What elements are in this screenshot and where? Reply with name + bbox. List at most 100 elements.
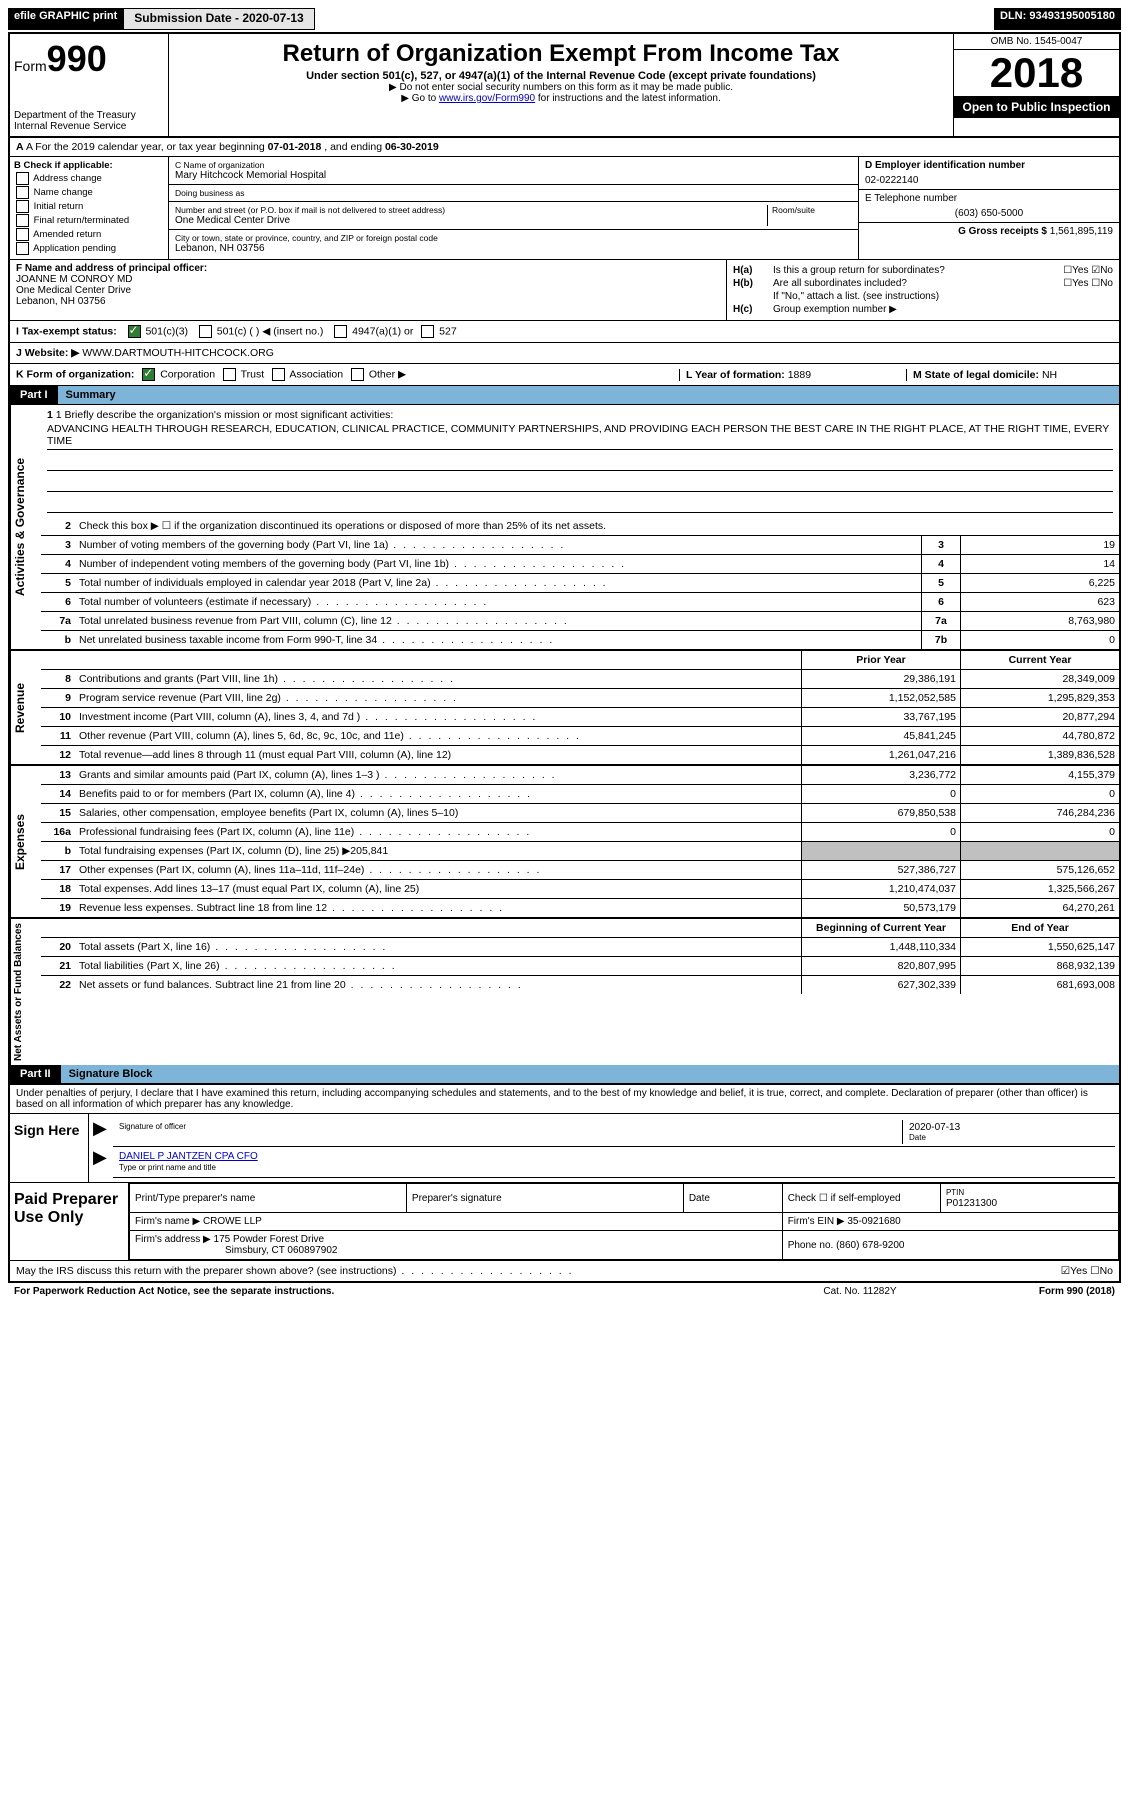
sign-here-label: Sign Here (10, 1114, 89, 1182)
cell-address: Number and street (or P.O. box if mail i… (169, 202, 858, 230)
col-c-org-info: C Name of organization Mary Hitchcock Me… (169, 157, 858, 259)
side-netassets: Net Assets or Fund Balances (10, 919, 41, 1065)
ha-question: Is this a group return for subordinates? (773, 265, 1013, 276)
cell-gross: G Gross receipts $ 1,561,895,119 (859, 223, 1119, 240)
p10: 33,767,195 (802, 708, 961, 727)
top-bar: efile GRAPHIC print Submission Date - 20… (8, 8, 1121, 30)
opt-trust: Trust (241, 368, 265, 380)
tel-value: (603) 650-5000 (865, 208, 1113, 219)
c8: 28,349,009 (961, 670, 1120, 689)
form-word: Form (14, 58, 47, 74)
p15: 679,850,538 (802, 804, 961, 823)
hb-label: H(b) (733, 278, 773, 289)
cell-dba: Doing business as (169, 185, 858, 202)
firm-addr2: Simsbury, CT 060897902 (225, 1245, 337, 1256)
hb-question: Are all subordinates included? (773, 278, 1013, 289)
irs-discuss-row: May the IRS discuss this return with the… (10, 1260, 1119, 1281)
mission-label: 1 Briefly describe the organization's mi… (56, 409, 394, 421)
hdr-current: Current Year (961, 651, 1120, 670)
cb-address-change[interactable]: Address change (14, 172, 164, 185)
row-j-website: J Website: ▶ WWW.DARTMOUTH-HITCHCOCK.ORG (10, 343, 1119, 364)
officer-label: F Name and address of principal officer: (16, 263, 207, 274)
dln-label: DLN: 93493195005180 (994, 8, 1121, 30)
irs-link[interactable]: www.irs.gov/Form990 (439, 93, 535, 104)
sig-date: 2020-07-13 (909, 1122, 1109, 1133)
ein-label: D Employer identification number (865, 160, 1025, 171)
h-c-row: H(c) Group exemption number ▶ (733, 304, 1113, 315)
cb-name-change[interactable]: Name change (14, 186, 164, 199)
header-right: OMB No. 1545-0047 2018 Open to Public In… (953, 34, 1119, 136)
cb-corporation[interactable] (142, 368, 155, 381)
h-b-row: H(b) Are all subordinates included? ☐Yes… (733, 278, 1113, 289)
cb-other[interactable] (351, 368, 364, 381)
line16a: Professional fundraising fees (Part IX, … (75, 823, 802, 842)
paperwork-notice: For Paperwork Reduction Act Notice, see … (14, 1286, 785, 1297)
row-a-pre: A For the 2019 calendar year, or tax yea… (26, 141, 268, 153)
side-activities: Activities & Governance (10, 405, 41, 649)
discuss-question: May the IRS discuss this return with the… (16, 1265, 574, 1277)
gross-value: 1,561,895,119 (1050, 226, 1113, 237)
p18: 1,210,474,037 (802, 880, 961, 899)
hc-question: Group exemption number ▶ (773, 304, 1113, 315)
firm-phone-label: Phone no. (788, 1240, 836, 1251)
prep-sig-hdr: Preparer's signature (406, 1184, 683, 1213)
cb-amended-return[interactable]: Amended return (14, 228, 164, 241)
val5: 6,225 (961, 574, 1120, 593)
side-revenue: Revenue (10, 651, 41, 764)
submission-date-button[interactable]: Submission Date - 2020-07-13 (123, 8, 314, 30)
p17: 527,386,727 (802, 861, 961, 880)
cb-501c[interactable] (199, 325, 212, 338)
cb-application-pending[interactable]: Application pending (14, 242, 164, 255)
sign-here-block: Sign Here ▶ Signature of officer 2020-07… (10, 1113, 1119, 1182)
line17: Other expenses (Part IX, column (A), lin… (75, 861, 802, 880)
officer-name-link[interactable]: DANIEL P JANTZEN CPA CFO (119, 1151, 258, 1162)
sign-body: ▶ Signature of officer 2020-07-13Date ▶ … (89, 1114, 1119, 1182)
cb-association[interactable] (272, 368, 285, 381)
officer-addr1: One Medical Center Drive (16, 285, 131, 296)
line3: Number of voting members of the governin… (75, 536, 922, 555)
p16b-shade (802, 842, 961, 861)
line14: Benefits paid to or for members (Part IX… (75, 785, 802, 804)
org-name-label: C Name of organization (175, 160, 852, 170)
row-a-mid: , and ending (321, 141, 385, 153)
part2-title: Signature Block (61, 1065, 1119, 1083)
dept-treasury: Department of the Treasury (14, 110, 164, 121)
cb-trust[interactable] (223, 368, 236, 381)
preparer-table: Print/Type preparer's name Preparer's si… (129, 1183, 1119, 1260)
city-label: City or town, state or province, country… (175, 233, 852, 243)
hdr-prior: Prior Year (802, 651, 961, 670)
hdr-begin: Beginning of Current Year (802, 919, 961, 938)
discuss-yesno: ☑Yes ☐No (933, 1265, 1113, 1277)
cell-ein: D Employer identification number 02-0222… (859, 157, 1119, 190)
b22: 627,302,339 (802, 976, 961, 995)
prep-date-hdr: Date (683, 1184, 782, 1213)
part1-activities: Activities & Governance 1 1 Briefly desc… (10, 405, 1119, 649)
cb-4947[interactable] (334, 325, 347, 338)
firm-phone: (860) 678-9200 (836, 1240, 904, 1251)
mission-block: 1 1 Briefly describe the organization's … (41, 405, 1119, 517)
sig-date-label: Date (909, 1133, 1109, 1142)
row-a-tax-year: A A For the 2019 calendar year, or tax y… (10, 138, 1119, 157)
firm-addr1: 175 Powder Forest Drive (214, 1234, 325, 1245)
form-number: Form990 (14, 38, 164, 80)
year-formation-label: L Year of formation: (686, 369, 788, 381)
val6: 623 (961, 593, 1120, 612)
line7b: Net unrelated business taxable income fr… (75, 631, 922, 650)
row-i-tax-status: I Tax-exempt status: 501(c)(3) 501(c) ( … (10, 321, 1119, 343)
h-a-row: H(a) Is this a group return for subordin… (733, 265, 1113, 276)
e21: 868,932,139 (961, 957, 1120, 976)
line8: Contributions and grants (Part VIII, lin… (75, 670, 802, 689)
e22: 681,693,008 (961, 976, 1120, 995)
firm-name-label: Firm's name ▶ (135, 1216, 203, 1227)
part1-title: Summary (58, 386, 1119, 404)
gross-label: G Gross receipts $ (958, 226, 1050, 237)
cb-initial-return[interactable]: Initial return (14, 200, 164, 213)
c16b-shade (961, 842, 1120, 861)
cb-final-return[interactable]: Final return/terminated (14, 214, 164, 227)
part1-num: Part I (10, 386, 58, 404)
cb-501c3[interactable] (128, 325, 141, 338)
line9: Program service revenue (Part VIII, line… (75, 689, 802, 708)
cb-527[interactable] (421, 325, 434, 338)
p19: 50,573,179 (802, 899, 961, 918)
prep-self-hdr: Check ☐ if self-employed (782, 1184, 940, 1213)
